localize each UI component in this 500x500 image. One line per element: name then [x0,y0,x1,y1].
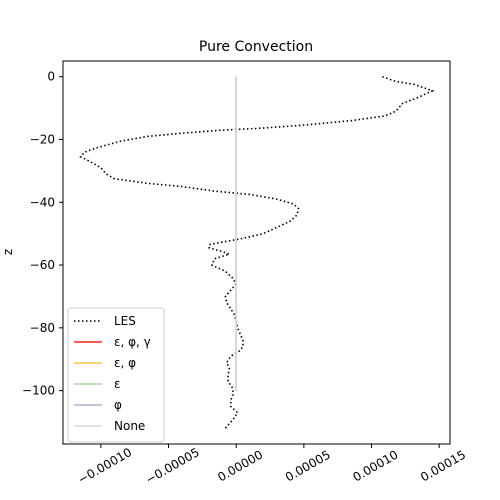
series-lines [79,75,435,429]
x-tick-label: −0.00005 [143,445,202,487]
plot-frame [62,60,451,445]
plot-area [79,75,435,429]
x-axis: −0.00010 −0.00005 0.00000 0.00005 0.00010 0.0… [76,444,468,487]
x-tick-label: −0.00010 [76,445,135,487]
x-tick-label: 0.00015 [418,448,468,485]
series-line-0 [79,75,435,429]
y-tick-label: 0 [47,70,55,84]
y-tick-label: −100 [22,384,55,398]
legend-label: ε, φ [114,356,136,370]
y-tick-label: −60 [30,258,55,272]
y-axis-label: z [1,249,15,255]
legend: LES ε, φ, γ ε, φ εφ None [67,307,165,443]
y-tick-label: −80 [30,321,55,335]
y-axis: 0 −20 −40 −60 −80 −100 [22,70,63,398]
x-tick-label: 0.00010 [351,448,401,485]
legend-label: ε [114,377,121,391]
chart-title: Pure Convection [199,39,313,55]
y-tick-label: −20 [30,132,55,146]
legend-label: None [114,419,145,433]
y-tick-label: −40 [30,195,55,209]
x-tick-label: 0.00000 [215,448,265,485]
x-tick-label: 0.00005 [283,448,333,485]
legend-label: φ [114,398,122,412]
legend-label: ε, φ, γ [114,335,151,349]
legend-label: LES [114,314,136,328]
